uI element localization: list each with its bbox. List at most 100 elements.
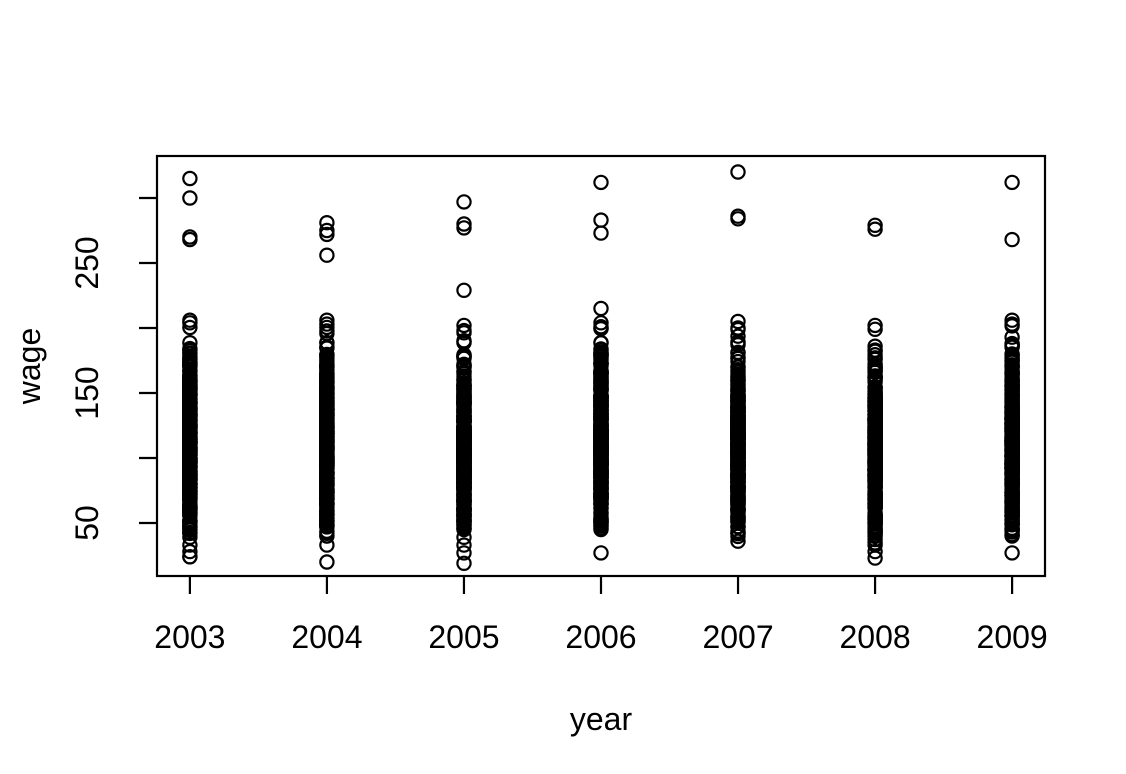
data-point (593, 449, 609, 465)
data-point (1004, 441, 1020, 457)
data-point (867, 357, 883, 374)
data-point (1004, 460, 1020, 476)
data-point (867, 473, 883, 489)
data-point (593, 545, 609, 561)
data-point (456, 439, 472, 455)
data-point (182, 467, 198, 483)
data-point (182, 231, 198, 248)
data-point (867, 351, 883, 368)
data-point (730, 313, 746, 330)
data-point (456, 404, 472, 420)
data-point (730, 344, 746, 360)
data-point (730, 321, 746, 338)
data-point (593, 366, 609, 382)
data-point (593, 465, 609, 481)
x-tick-label: 2006 (565, 619, 636, 655)
y-axis-title: wage (11, 328, 47, 406)
data-point (593, 321, 609, 337)
data-point (182, 315, 198, 331)
y-tick-label: 50 (69, 505, 105, 541)
data-point (319, 485, 335, 501)
data-point (867, 347, 883, 363)
data-point (593, 460, 609, 477)
data-point (1004, 329, 1020, 345)
data-point (730, 498, 746, 515)
data-point (1004, 503, 1020, 519)
data-point (456, 395, 472, 411)
data-point (319, 525, 335, 542)
data-point (456, 194, 472, 210)
data-point (730, 519, 746, 535)
data-point (730, 514, 746, 530)
data-point (456, 424, 472, 440)
data-point (867, 397, 883, 414)
data-point (456, 282, 472, 298)
data-point (1004, 488, 1020, 504)
data-point (319, 402, 335, 418)
data-point (730, 533, 746, 549)
data-point (182, 492, 198, 508)
data-point (319, 392, 335, 409)
data-point (319, 319, 335, 336)
data-point (1004, 389, 1020, 406)
data-point (319, 513, 335, 530)
data-point (730, 350, 746, 367)
data-point (730, 369, 746, 385)
data-point (456, 399, 472, 416)
data-point (593, 501, 609, 517)
data-point (1004, 527, 1020, 544)
data-point (456, 465, 472, 481)
data-point (730, 164, 746, 180)
data-point (456, 545, 472, 561)
data-point (593, 355, 609, 371)
data-point (456, 450, 472, 466)
data-point (867, 484, 883, 500)
data-point (593, 174, 609, 191)
y-tick-label: 150 (69, 366, 105, 419)
data-point (867, 435, 883, 451)
data-point (182, 375, 198, 391)
data-point (867, 468, 883, 484)
data-point (319, 448, 335, 464)
data-point (319, 407, 335, 424)
data-point (319, 349, 335, 365)
data-point (867, 321, 883, 337)
data-point (1004, 498, 1020, 514)
data-point (1004, 174, 1020, 191)
data-point (182, 543, 198, 560)
data-point (1004, 545, 1020, 561)
x-tick-label: 2007 (702, 619, 773, 655)
data-point (319, 495, 335, 511)
data-point (456, 371, 472, 387)
data-point (1004, 508, 1020, 524)
data-point (456, 317, 472, 334)
data-point (319, 214, 335, 231)
data-point (319, 247, 335, 263)
x-tick-label: 2004 (291, 619, 362, 655)
data-point (456, 220, 472, 236)
data-point (730, 406, 746, 423)
data-point (319, 477, 335, 493)
data-point (182, 439, 198, 456)
data-point (456, 537, 472, 553)
data-point (730, 211, 746, 227)
data-point (593, 212, 609, 228)
data-point (182, 350, 198, 366)
data-point (182, 419, 198, 435)
data-point (1004, 366, 1020, 382)
data-point (456, 508, 472, 525)
data-point (867, 509, 883, 526)
data-point (730, 328, 746, 344)
data-point (593, 438, 609, 454)
data-point (867, 535, 883, 551)
data-point (1004, 378, 1020, 394)
x-tick-label: 2008 (839, 619, 910, 655)
data-point (456, 480, 472, 496)
data-point (1004, 429, 1020, 445)
y-tick-label: 250 (69, 236, 105, 289)
data-point (456, 455, 472, 471)
data-point (456, 356, 472, 372)
data-point (730, 525, 746, 542)
